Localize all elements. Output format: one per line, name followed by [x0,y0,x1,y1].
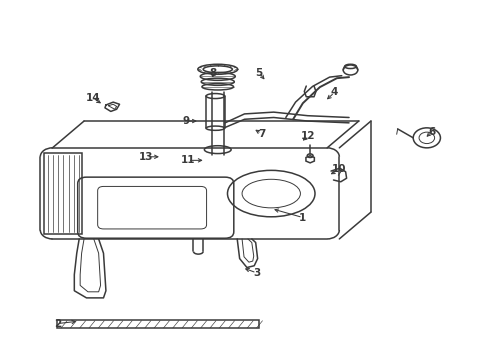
Text: 3: 3 [252,268,260,278]
Text: 10: 10 [331,164,346,174]
Text: 1: 1 [299,212,306,222]
Text: 8: 8 [209,68,216,78]
Text: 2: 2 [54,319,61,329]
Text: 12: 12 [300,131,314,141]
Text: 13: 13 [139,152,153,162]
Text: 7: 7 [257,129,264,139]
Text: 14: 14 [85,93,100,103]
Bar [44,153,81,234]
Text: 11: 11 [180,156,194,165]
Bar [57,320,259,328]
Text: 6: 6 [427,127,434,137]
Text: 5: 5 [255,68,262,78]
Text: 9: 9 [182,116,189,126]
Text: 4: 4 [330,87,337,98]
